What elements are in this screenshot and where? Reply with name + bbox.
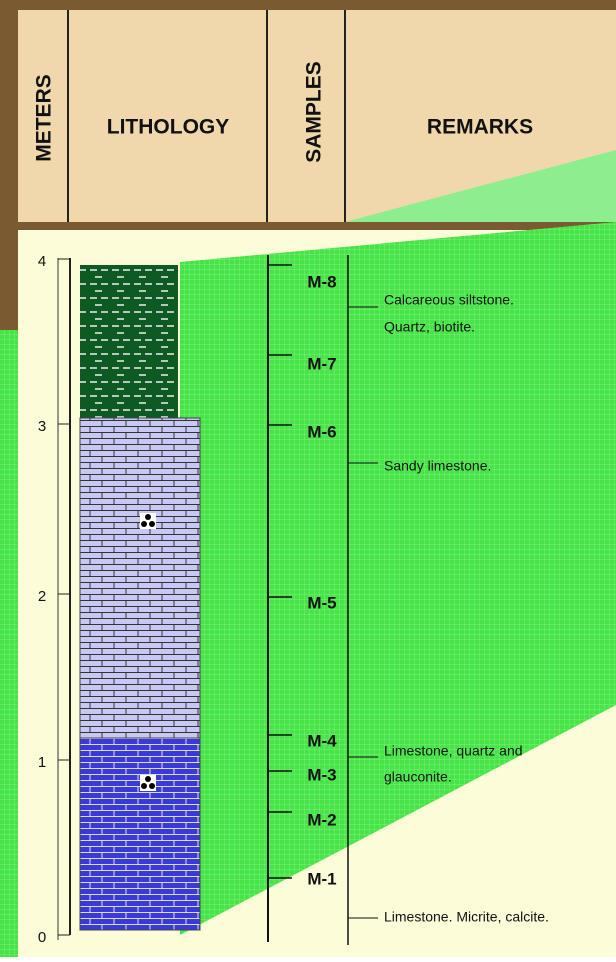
scale-label: 1 <box>38 754 46 771</box>
remark-text: Limestone. Micrite, calcite. <box>384 909 549 925</box>
column-header: SAMPLES <box>303 61 326 163</box>
scale-label: 4 <box>38 253 46 270</box>
fossil <box>140 775 156 791</box>
scale-label: 3 <box>38 418 46 435</box>
remark-text: glauconite. <box>384 769 452 785</box>
scale-label: 0 <box>38 929 46 946</box>
sandy-limestone <box>80 418 200 738</box>
fossil <box>140 513 156 529</box>
remark-text: Calcareous siltstone. <box>384 292 514 308</box>
sample-label: M-7 <box>307 354 336 373</box>
remark-text: Quartz, biotite. <box>384 319 475 335</box>
sample-label: M-4 <box>307 731 337 750</box>
sample-label: M-3 <box>307 765 336 784</box>
bg-green <box>0 330 18 957</box>
remark-text: Limestone, quartz and <box>384 743 523 759</box>
strat-column: METERS LITHOLOGY SAMPLES REMARKS 4 3 2 1 0 M-8 M-7… <box>0 0 616 957</box>
column-header: LITHOLOGY <box>107 116 230 139</box>
sample-label: M-5 <box>307 593 336 612</box>
sample-label: M-2 <box>307 810 336 829</box>
sample-label: M-8 <box>307 272 336 291</box>
siltstone <box>80 265 178 418</box>
sample-label: M-1 <box>307 869 336 888</box>
scale-label: 2 <box>38 588 46 605</box>
column-header: REMARKS <box>427 116 533 139</box>
sample-label: M-6 <box>307 422 336 441</box>
limestone <box>80 738 200 930</box>
remark-text: Sandy limestone. <box>384 458 491 474</box>
column-header: METERS <box>33 74 56 162</box>
